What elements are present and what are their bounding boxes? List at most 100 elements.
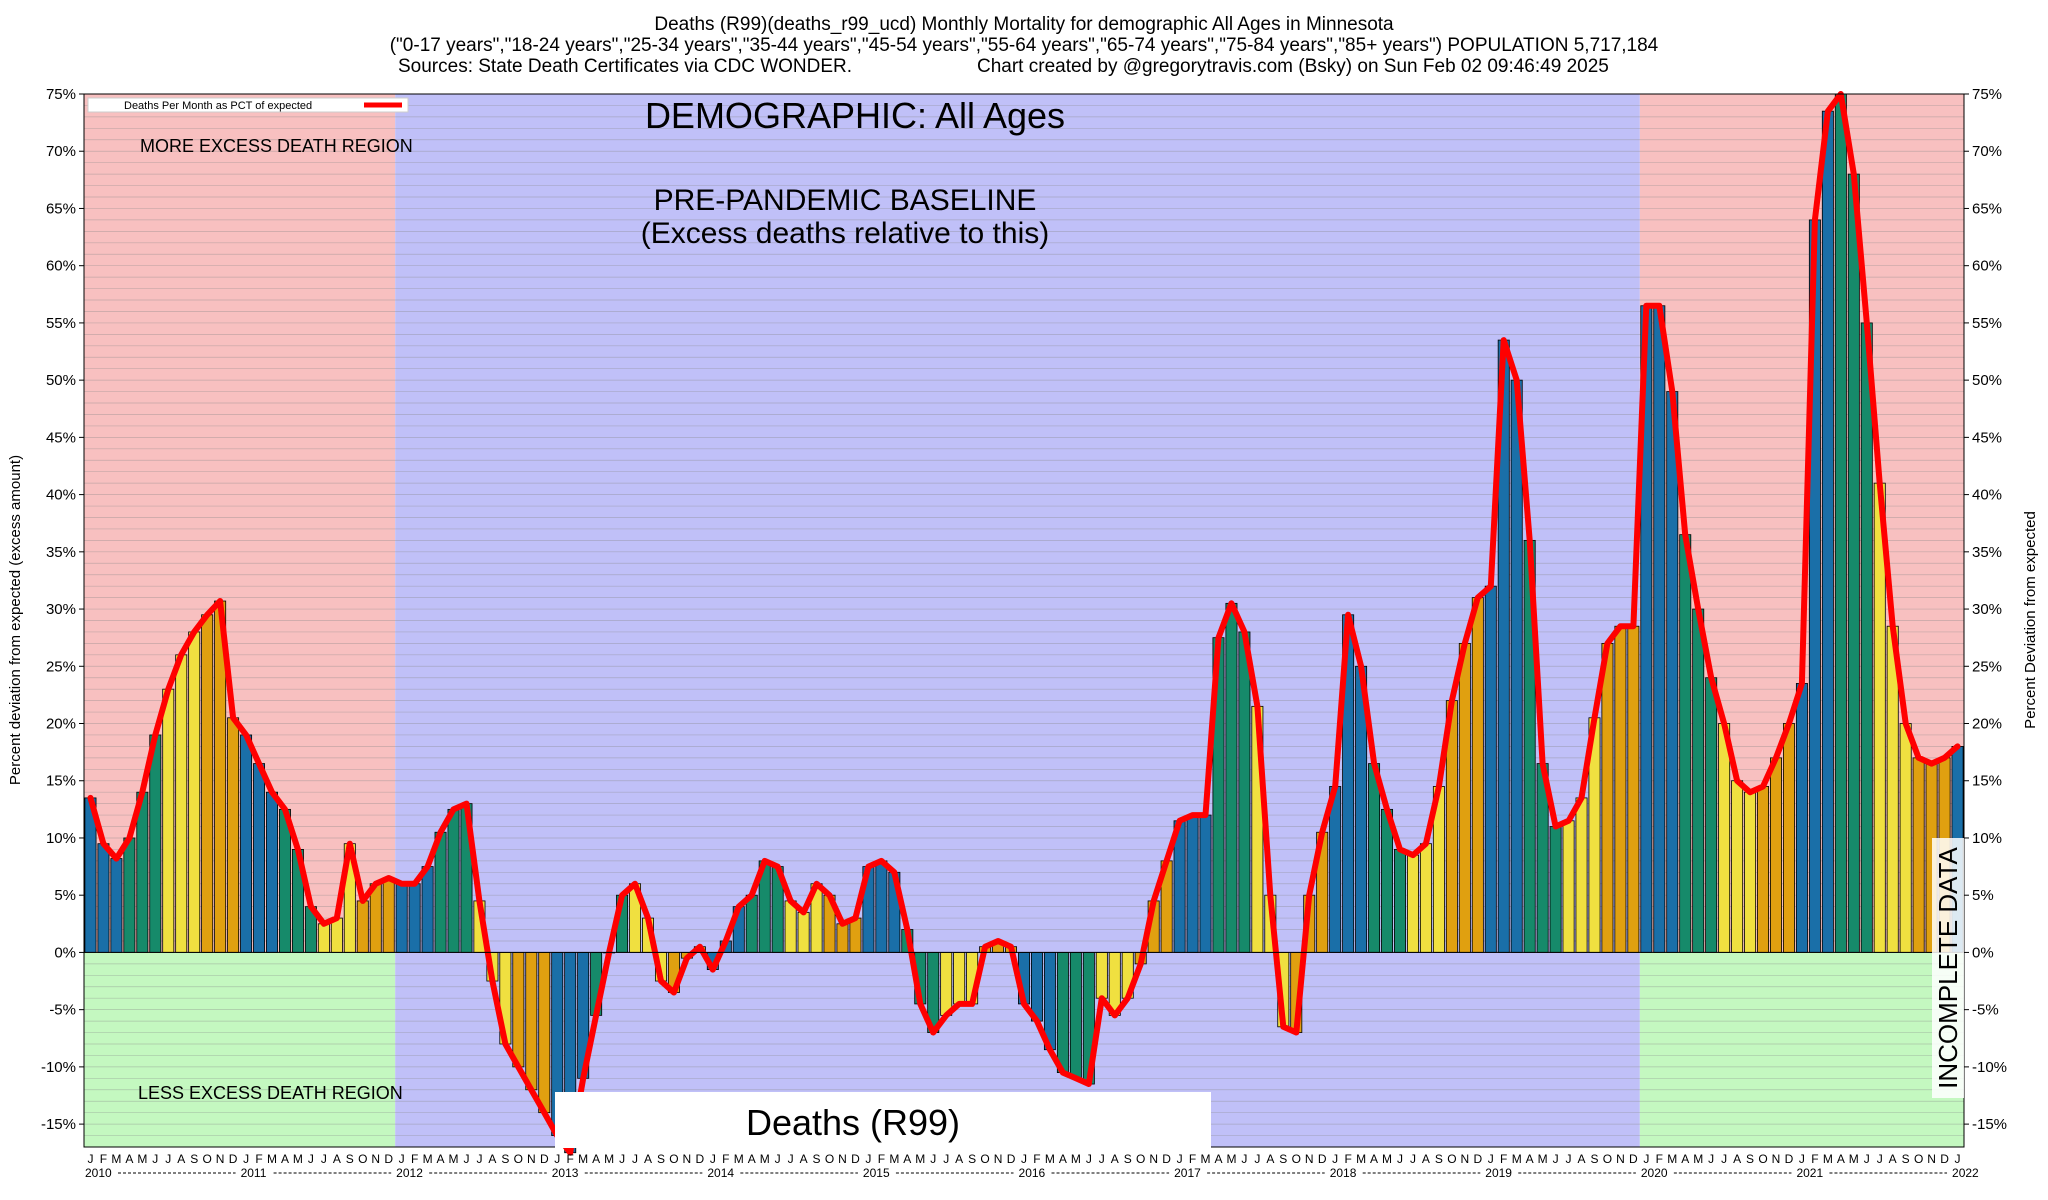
x-tick-label: S [1746,1152,1754,1166]
x-tick-label: F [1033,1152,1040,1166]
bar [1030,952,1043,1022]
bar [797,911,810,953]
bar [1095,952,1108,999]
bar [162,688,175,953]
bar [447,808,460,953]
x-tick-label: A [333,1152,341,1166]
x-tick-label: S [346,1152,354,1166]
y-tick-label: 35% [1972,544,2002,561]
series-line [87,91,1961,1156]
y-tick-label: 35% [46,544,76,561]
x-tick-label: D [1473,1152,1482,1166]
less-excess-region-left [84,952,396,1147]
bar [1744,791,1757,953]
y-tick-label: 30% [1972,601,2002,618]
x-tick-label: J [476,1152,482,1166]
x-tick-label: M [1512,1152,1522,1166]
x-tick-label: F [1189,1152,1196,1166]
x-tick-label: J [710,1152,716,1166]
bar [1549,826,1562,953]
x-tick-label: O [1914,1152,1923,1166]
bar [1666,391,1679,953]
chart-title-line-1: Deaths (R99)(deaths_r99_ucd) Monthly Mor… [654,14,1394,35]
x-tick-label: M [1045,1152,1055,1166]
x-tick-label: A [1889,1152,1897,1166]
x-tick-label: J [1553,1152,1559,1166]
bar [1795,683,1808,953]
x-tick-label: F [1656,1152,1663,1166]
x-tick-label: J [1799,1152,1805,1166]
x-tick-label: O [203,1152,212,1166]
x-tick-label: F [1811,1152,1818,1166]
x-tick-label: A [800,1152,808,1166]
x-tick-label: D [1629,1152,1638,1166]
bar [1757,786,1770,953]
x-tick-label: N [1149,1152,1158,1166]
x-year-label: 2012 [396,1166,423,1180]
legend-label: Deaths Per Month as PCT of expected [124,100,312,112]
bar [1912,757,1925,953]
y-tick-label: 70% [46,143,76,160]
bar [201,614,214,953]
bar [1821,110,1834,953]
x-tick-label: F [100,1152,107,1166]
y-tick-label: 15% [46,773,76,790]
x-tick-label: M [293,1152,303,1166]
x-tick-label: A [748,1152,756,1166]
x-tick-label: S [190,1152,198,1166]
x-tick-label: O [825,1152,834,1166]
x-tick-label: A [1526,1152,1534,1166]
bar [1860,322,1873,953]
y-tick-label: 0% [54,944,76,961]
x-tick-label: J [1397,1152,1403,1166]
y-tick-label: 60% [46,258,76,275]
y-tick-label: 60% [1972,258,2002,275]
y-tick-label: 70% [1972,143,2002,160]
x-tick-label: O [1447,1152,1456,1166]
x-tick-label: J [1332,1152,1338,1166]
x-tick-label: O [1136,1152,1145,1166]
bar [1562,820,1575,953]
chart-title-line-2: ("0-17 years","18-24 years","25-34 years… [390,35,1659,56]
bar [266,791,278,953]
x-tick-label: O [1603,1152,1612,1166]
x-tick-label: A [592,1152,600,1166]
x-tick-label: A [955,1152,963,1166]
x-tick-label: A [1266,1152,1274,1166]
y-tick-label: 65% [46,200,76,217]
bar [525,952,538,1091]
x-tick-label: M [137,1152,147,1166]
x-tick-label: A [1733,1152,1741,1166]
x-tick-label: J [1566,1152,1572,1166]
x-tick-label: F [1344,1152,1351,1166]
x-tick-label: J [1643,1152,1649,1166]
x-tick-label: J [1864,1152,1870,1166]
bar [110,858,123,953]
x-tick-label: J [1488,1152,1494,1166]
x-tick-label: M [1823,1152,1833,1166]
x-tick-label: N [1927,1152,1936,1166]
bar [1406,854,1419,953]
bar [227,717,240,953]
bar [1471,597,1484,953]
y-tick-label: 40% [1972,487,2002,504]
bar [408,883,421,953]
y-tick-label: 25% [46,658,76,675]
x-tick-label: A [1059,1152,1067,1166]
y-axis-left-title: Percent deviation from expected (excess … [7,455,24,785]
x-tick-label: F [878,1152,885,1166]
bar [940,952,953,1016]
x-tick-label: M [1382,1152,1392,1166]
y-tick-label: 40% [46,487,76,504]
bar [253,763,266,953]
y-tick-label: 20% [46,716,76,733]
x-tick-label: N [683,1152,692,1166]
demographic-label: DEMOGRAPHIC: All Ages [645,95,1065,136]
bar [745,894,758,953]
x-tick-label: M [1667,1152,1677,1166]
bar [1238,631,1251,953]
x-year-label: 2013 [552,1166,579,1180]
x-tick-label: A [1681,1152,1689,1166]
x-tick-label: J [865,1152,871,1166]
x-tick-label: N [527,1152,536,1166]
